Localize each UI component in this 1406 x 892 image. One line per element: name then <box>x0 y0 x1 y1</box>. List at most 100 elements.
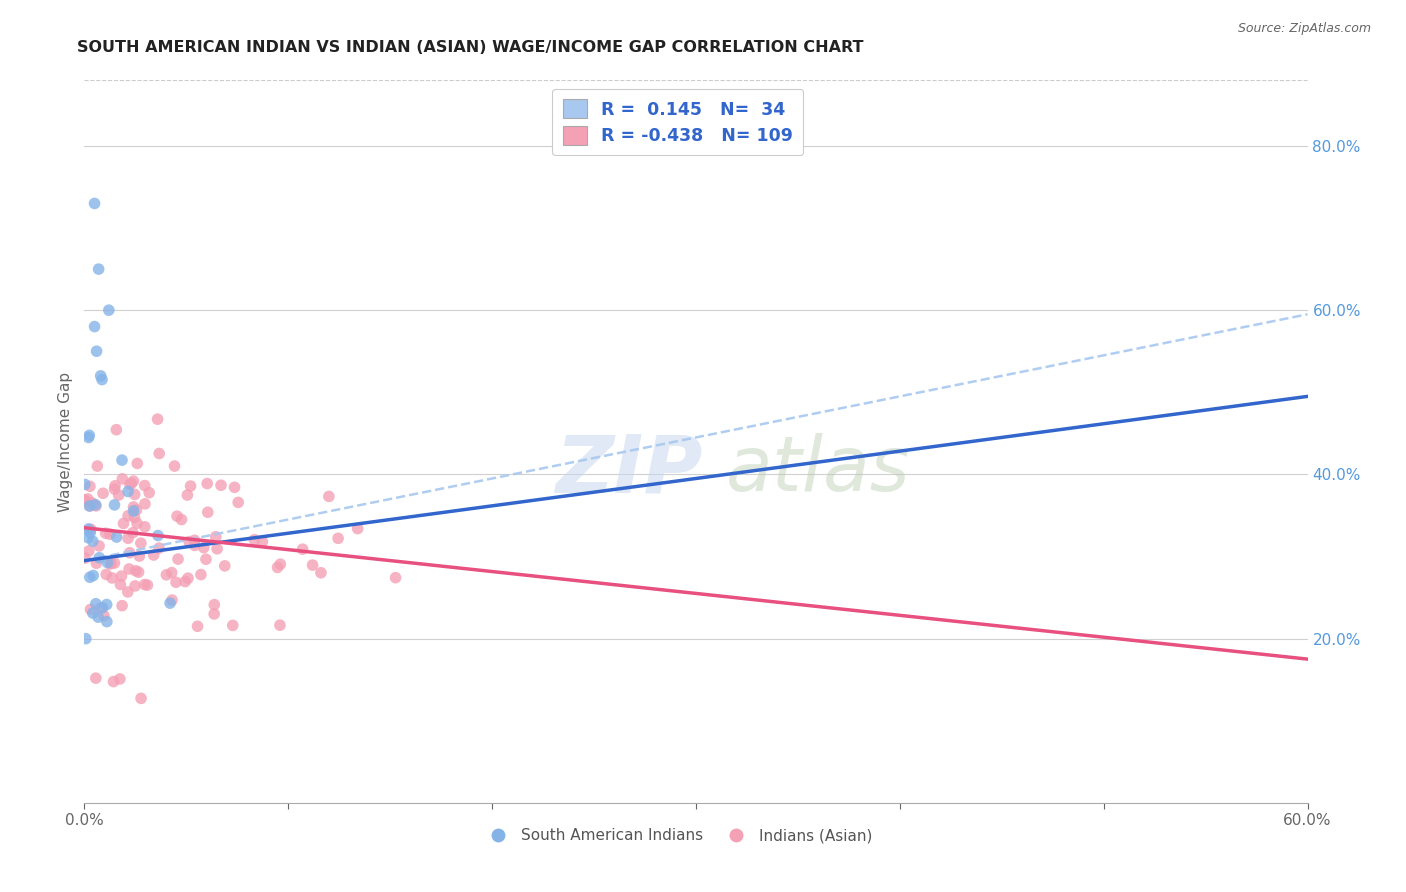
Point <box>84 499 107 513</box>
Point <box>103 674 125 689</box>
Point <box>86 458 108 473</box>
Point <box>129 536 152 550</box>
Point <box>176 488 198 502</box>
Point <box>94 526 117 541</box>
Point <box>174 574 197 589</box>
Point <box>98 527 121 541</box>
Point <box>160 566 183 580</box>
Point <box>108 672 131 686</box>
Point <box>124 579 146 593</box>
Point <box>86 556 108 570</box>
Point <box>148 446 170 460</box>
Point <box>111 472 134 486</box>
Point <box>79 428 101 442</box>
Point <box>84 671 107 685</box>
Point <box>86 344 108 359</box>
Point <box>75 495 97 509</box>
Point <box>301 558 323 573</box>
Point <box>129 691 152 706</box>
Point <box>346 522 368 536</box>
Point <box>118 546 141 560</box>
Text: SOUTH AMERICAN INDIAN VS INDIAN (ASIAN) WAGE/INCOME GAP CORRELATION CHART: SOUTH AMERICAN INDIAN VS INDIAN (ASIAN) … <box>77 40 863 55</box>
Y-axis label: Wage/Income Gap: Wage/Income Gap <box>58 371 73 512</box>
Point <box>96 615 118 629</box>
Point <box>167 552 190 566</box>
Point <box>125 516 148 531</box>
Point <box>96 598 118 612</box>
Point <box>148 541 170 555</box>
Point <box>84 498 107 512</box>
Point <box>127 457 149 471</box>
Point <box>125 503 148 517</box>
Point <box>79 525 101 540</box>
Point <box>91 486 114 500</box>
Point <box>104 479 127 493</box>
Point <box>134 497 156 511</box>
Point <box>195 476 218 491</box>
Point <box>252 534 274 549</box>
Point <box>79 499 101 513</box>
Point <box>73 477 96 491</box>
Point <box>193 541 215 555</box>
Point <box>128 549 150 563</box>
Point <box>309 566 332 580</box>
Point <box>134 520 156 534</box>
Point <box>159 596 181 610</box>
Point <box>73 551 96 566</box>
Point <box>122 504 145 518</box>
Point <box>77 430 100 444</box>
Point <box>170 512 193 526</box>
Legend: South American Indians, Indians (Asian): South American Indians, Indians (Asian) <box>477 822 879 849</box>
Point <box>103 482 125 496</box>
Point <box>326 531 349 545</box>
Point <box>89 550 111 565</box>
Point <box>87 262 110 277</box>
Point <box>77 499 100 513</box>
Point <box>73 492 96 507</box>
Point <box>214 558 236 573</box>
Point <box>291 542 314 557</box>
Point <box>384 571 406 585</box>
Point <box>222 618 245 632</box>
Point <box>83 196 105 211</box>
Point <box>118 477 141 491</box>
Point <box>79 479 101 493</box>
Point <box>128 565 150 579</box>
Point <box>100 557 122 571</box>
Point <box>76 491 98 506</box>
Point <box>75 632 97 646</box>
Point <box>177 571 200 585</box>
Point <box>96 556 118 570</box>
Point <box>82 496 104 510</box>
Point <box>103 556 125 570</box>
Point <box>269 618 291 632</box>
Point <box>90 368 112 383</box>
Point <box>318 490 340 504</box>
Point <box>111 453 134 467</box>
Point <box>184 538 207 552</box>
Point <box>118 562 141 576</box>
Point <box>110 569 132 583</box>
Point <box>110 577 132 591</box>
Point <box>77 531 100 545</box>
Point <box>209 478 232 492</box>
Point <box>163 459 186 474</box>
Point <box>224 480 246 494</box>
Point <box>105 423 128 437</box>
Text: atlas: atlas <box>725 434 911 508</box>
Point <box>122 500 145 514</box>
Point <box>165 575 187 590</box>
Point <box>134 577 156 591</box>
Point <box>202 598 225 612</box>
Point <box>77 544 100 558</box>
Point <box>269 557 291 571</box>
Text: ZIP: ZIP <box>555 432 703 509</box>
Point <box>103 498 125 512</box>
Point <box>146 528 169 542</box>
Point <box>90 600 112 615</box>
Point <box>142 548 165 562</box>
Point <box>82 534 104 549</box>
Point <box>187 619 209 633</box>
Point <box>197 505 219 519</box>
Point <box>190 567 212 582</box>
